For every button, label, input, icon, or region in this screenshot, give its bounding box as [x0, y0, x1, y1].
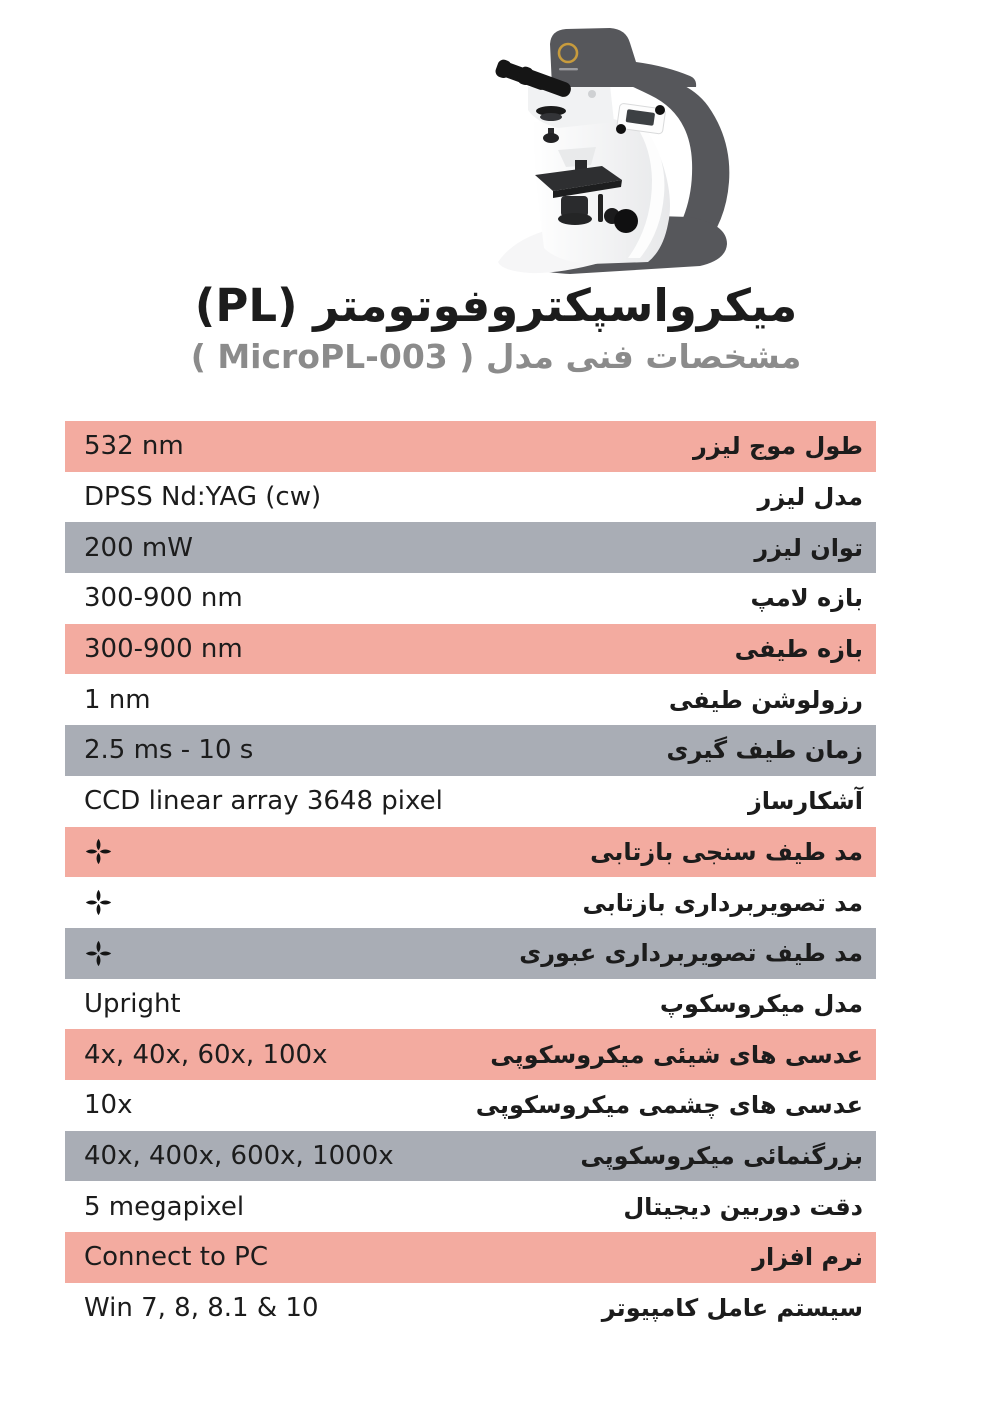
- spec-row-4: 300-900 nm بازه لامپ: [65, 573, 876, 624]
- stage-edge: [553, 180, 622, 198]
- spec-label: زمان طیف گیری: [666, 736, 863, 765]
- spec-label: عدسی های چشمی میکروسکوپی: [475, 1091, 863, 1120]
- brand-text-mark: [559, 68, 578, 71]
- spec-row-8: CCD linear array 3648 pixel آشکارساز: [65, 776, 876, 827]
- spec-value: 300-900 nm: [84, 583, 243, 614]
- spec-label: بازه طیفی: [734, 635, 863, 664]
- spec-row-1: 532 nm طول موج لیزر: [65, 421, 876, 472]
- spec-label: مد تصویربرداری بازتابی: [582, 888, 863, 917]
- spec-value: 4x, 40x, 60x, 100x: [84, 1039, 328, 1070]
- spec-label: توان لیزر: [754, 533, 863, 562]
- condenser-lens: [558, 213, 592, 225]
- spec-label: نرم افزار: [752, 1243, 863, 1272]
- spec-row-9: مد طیف سنجی بازتابی: [65, 826, 876, 878]
- spec-value: [65, 939, 519, 968]
- spec-label: رزولوشن طیفی: [668, 685, 863, 714]
- spec-label: بزرگنمائی میکروسکوپی: [580, 1141, 863, 1170]
- spec-row-7: 2.5 ms - 10 s زمان طیف گیری: [65, 725, 876, 776]
- microscope-arm: [606, 74, 730, 250]
- spec-label: دقت دوربین دیجیتال: [623, 1192, 863, 1221]
- stage: [535, 166, 622, 191]
- spec-label: سیستم عامل کامپیوتر: [601, 1294, 863, 1323]
- spec-label: بازه لامپ: [750, 584, 864, 613]
- spec-label: مدل لیزر: [757, 483, 863, 512]
- spec-value: 300-900 nm: [84, 634, 243, 665]
- spec-row-17: Connect to PC نرم افزار: [65, 1232, 876, 1283]
- spec-row-11: مد طیف تصویربرداری عبوری: [65, 927, 876, 979]
- spec-value: 200 mW: [84, 532, 193, 563]
- spec-value: 40x, 400x, 600x, 1000x: [84, 1140, 394, 1171]
- spec-label: مد طیف تصویربرداری عبوری: [519, 939, 863, 968]
- spec-row-12: Upright مدل میکروسکوپ: [65, 979, 876, 1030]
- spec-row-10: مد تصویربرداری بازتابی: [65, 877, 876, 928]
- spec-value: [65, 888, 582, 917]
- spec-row-16: 5 megapixel دقت دوربین دیجیتال: [65, 1181, 876, 1232]
- spec-row-14: 10x عدسی های چشمی میکروسکوپی: [65, 1080, 876, 1131]
- title-block: میکرواسپکتروفوتومتر (PL) مشخصات فنی مدل …: [0, 279, 992, 377]
- spec-row-18: Win 7, 8, 8.1 & 10 سیستم عامل کامپیوتر: [65, 1283, 876, 1334]
- spec-value: 5 megapixel: [84, 1191, 245, 1222]
- four-petal-asterisk-icon: [85, 889, 112, 916]
- spec-value: 10x: [84, 1090, 133, 1121]
- spec-row-13: 4x, 40x, 60x, 100x عدسی های شیئی میکروسک…: [65, 1029, 876, 1080]
- four-petal-asterisk-icon: [85, 839, 112, 865]
- spec-label: مد طیف سنجی بازتابی: [590, 837, 863, 866]
- microscope-illustration: [495, 28, 730, 274]
- spec-row-6: 1 nm رزولوشن طیفی: [65, 674, 876, 725]
- focus-knobs: [536, 106, 566, 143]
- spec-value: DPSS Nd:YAG (cw): [84, 482, 322, 513]
- spec-table: 532 nm طول موج لیزر DPSS Nd:YAG (cw) مدل…: [65, 421, 876, 1333]
- stage-handle: [598, 194, 603, 222]
- spec-label: آشکارساز: [747, 787, 863, 816]
- fine-knob: [614, 209, 638, 233]
- spec-row-5: 300-900 nm بازه طیفی: [65, 623, 876, 675]
- microscope-arm-channel: [628, 116, 665, 258]
- spec-value: Upright: [84, 988, 181, 1019]
- panel-knob-right: [655, 105, 665, 115]
- panel-knob-left: [616, 124, 626, 134]
- spec-row-3: 200 mW توان لیزر: [65, 522, 876, 574]
- page-subtitle: مشخصات فنی مدل ( MicroPL-003 ): [190, 337, 802, 377]
- spec-value: 532 nm: [84, 431, 184, 462]
- four-petal-asterisk-icon: [85, 940, 112, 966]
- spec-value: Connect to PC: [84, 1242, 268, 1273]
- condenser: [561, 196, 588, 217]
- spec-row-2: DPSS Nd:YAG (cw) مدل لیزر: [65, 472, 876, 523]
- spec-value: [65, 837, 590, 866]
- spec-value: Win 7, 8, 8.1 & 10: [84, 1293, 319, 1324]
- spec-value: 1 nm: [84, 684, 151, 715]
- lcd-screen: [625, 109, 655, 126]
- spec-label: مدل میکروسکوپ: [659, 989, 863, 1018]
- eyepieces-icon: [495, 59, 571, 97]
- control-display: [616, 103, 666, 135]
- spec-value: 2.5 ms - 10 s: [84, 735, 254, 766]
- brand-ring-logo-icon: [557, 42, 579, 64]
- head-screw: [588, 90, 596, 98]
- spec-row-15: 40x, 400x, 600x, 1000x بزرگنمائی میکروسک…: [65, 1130, 876, 1182]
- microscope-image: [440, 10, 770, 280]
- spec-label: طول موج لیزر: [693, 432, 863, 461]
- page-title: میکرواسپکتروفوتومتر (PL): [194, 279, 798, 332]
- spec-label: عدسی های شیئی میکروسکوپی: [490, 1040, 863, 1069]
- microscope-head-cap: [550, 28, 697, 87]
- spec-value: CCD linear array 3648 pixel: [84, 786, 443, 817]
